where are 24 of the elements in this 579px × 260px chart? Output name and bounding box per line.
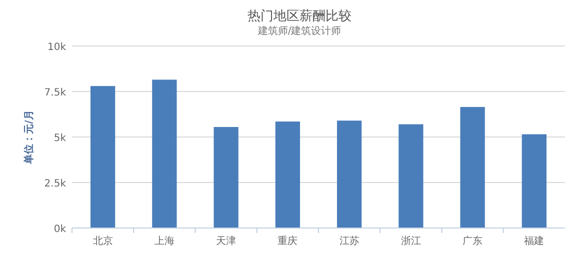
bar [214,126,238,228]
x-tick-label: 天津 [216,235,236,247]
chart-title: 热门地区薪酬比较 [248,8,352,24]
y-axis-title: 单位：元/月 [23,110,35,165]
bar [152,80,177,228]
x-tick-label: 北京 [92,235,113,247]
x-tick-label: 广东 [462,235,483,247]
x-tick-label: 江苏 [339,235,360,247]
y-tick-label: 7.5k [44,88,66,98]
bar [522,134,547,228]
y-tick-label: 0k [54,224,66,235]
x-tick-label: 上海 [154,235,174,247]
bar [275,122,300,228]
y-tick-label: 2.5k [44,178,66,190]
bar [336,120,362,228]
bar [90,86,116,228]
bar [460,106,485,228]
x-tick-label: 浙江 [400,235,421,247]
y-tick-label: 10k [47,42,66,53]
chart-subtitle: 建筑师/建筑设计师 [256,25,342,37]
bar [398,124,424,228]
x-tick-label: 福建 [524,235,544,247]
x-tick-label: 重庆 [278,235,298,247]
y-tick-label: 5k [54,133,66,144]
